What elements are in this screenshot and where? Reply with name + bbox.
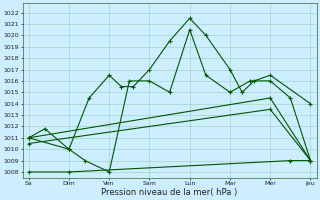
X-axis label: Pression niveau de la mer( hPa ): Pression niveau de la mer( hPa ) xyxy=(101,188,238,197)
